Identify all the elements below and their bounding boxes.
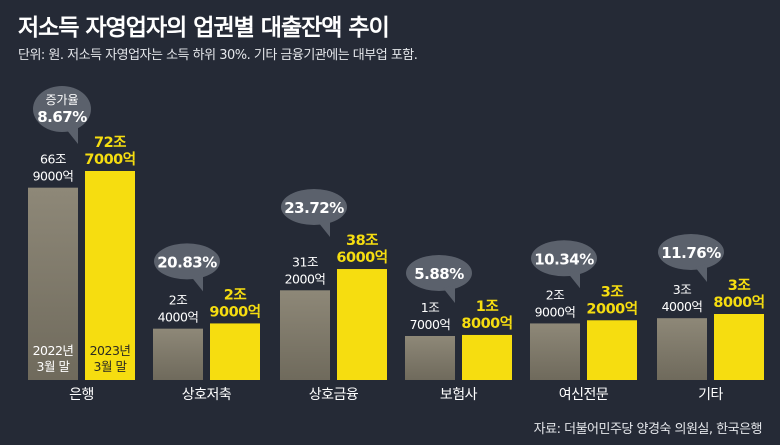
value-label-2022: 66조 (40, 152, 66, 167)
bar-2023 (587, 320, 637, 380)
bar-2023 (714, 314, 764, 380)
bubble-tail (695, 264, 707, 282)
bubble-shape (531, 240, 597, 277)
bubble-tail (443, 284, 455, 303)
chart-subtitle: 단위: 원. 저소득 자영업자는 소득 하위 30%. 기타 금융기관에는 대부… (18, 48, 418, 63)
bubble-shape (406, 254, 472, 291)
value-label-2022: 9000억 (535, 304, 576, 319)
increase-rate-label: 8.67% (37, 108, 87, 126)
value-label-2023: 7000억 (84, 150, 135, 168)
bubble-tail (66, 126, 78, 144)
chart-title: 저소득 자영업자의 업권별 대출잔액 추이 (18, 15, 390, 41)
series-label-2022: 2022년 (33, 343, 74, 358)
value-label-2023: 2조 (224, 287, 247, 303)
increase-rate-label: 20.83% (157, 253, 217, 271)
series-label-2023: 3월 말 (94, 359, 128, 374)
value-label-2022: 4000억 (158, 310, 199, 325)
value-label-2023: 3조 (601, 284, 624, 300)
value-label-2023: 1조 (476, 299, 499, 315)
increase-caption: 증가율 (45, 93, 78, 107)
bubble-shape (33, 86, 91, 132)
value-label-2023: 3조 (728, 278, 751, 294)
value-label-2022: 4000억 (662, 299, 703, 314)
bar-2023 (337, 269, 387, 380)
bar-2022 (280, 290, 330, 380)
category-label: 기타 (698, 387, 723, 403)
value-label-2022: 31조 (292, 254, 318, 269)
value-label-2023: 8000억 (713, 293, 764, 311)
series-label-2022: 3월 말 (37, 359, 71, 374)
value-label-2023: 72조 (94, 135, 126, 151)
bar-2023 (462, 334, 512, 380)
value-label-2023: 9000억 (209, 302, 260, 320)
increase-bubble: 20.83% (154, 243, 220, 292)
category-label: 여신전문 (559, 387, 609, 403)
value-label-2022: 1조 (421, 300, 439, 315)
increase-bubble: 23.72% (281, 189, 347, 238)
bubble-shape (281, 189, 347, 226)
value-label-2022: 9000억 (33, 169, 74, 184)
value-label-2023: 38조 (346, 233, 378, 249)
series-label-2023: 2023년 (90, 343, 131, 358)
bar-2022 (405, 336, 455, 380)
increase-rate-label: 11.76% (661, 244, 721, 262)
bubble-tail (568, 270, 580, 289)
value-label-2022: 3조 (673, 282, 691, 297)
increase-bubble: 10.34% (531, 240, 597, 289)
increase-rate-label: 5.88% (414, 265, 464, 283)
value-label-2023: 8000억 (461, 314, 512, 332)
bar-2023 (85, 171, 135, 380)
category-label: 보험사 (440, 387, 478, 403)
bar-2022 (153, 328, 203, 380)
category-label: 은행 (69, 387, 94, 403)
value-label-2022: 2조 (169, 293, 187, 308)
source-note: 자료: 더불어민주당 양경숙 의원실, 한국은행 (533, 422, 763, 437)
value-label-2022: 2000억 (285, 271, 326, 286)
increase-bubble: 11.76% (658, 234, 724, 282)
increase-rate-label: 23.72% (284, 199, 344, 217)
bubble-shape (658, 234, 724, 270)
bar-2022 (657, 318, 707, 380)
increase-bubble: 5.88% (406, 254, 472, 303)
value-label-2023: 2000억 (586, 299, 637, 317)
bar-2022 (28, 187, 78, 380)
bubble-tail (191, 273, 203, 292)
value-label-2022: 7000억 (410, 317, 451, 332)
category-label: 상호저축 (182, 387, 232, 403)
value-label-2023: 6000억 (336, 248, 387, 266)
increase-rate-label: 10.34% (534, 250, 594, 268)
category-label: 상호금융 (309, 387, 359, 403)
bar-2022 (530, 323, 580, 380)
bar-2023 (210, 323, 260, 380)
bubble-tail (318, 219, 330, 238)
bubble-shape (154, 243, 220, 280)
value-label-2022: 2조 (546, 287, 564, 302)
